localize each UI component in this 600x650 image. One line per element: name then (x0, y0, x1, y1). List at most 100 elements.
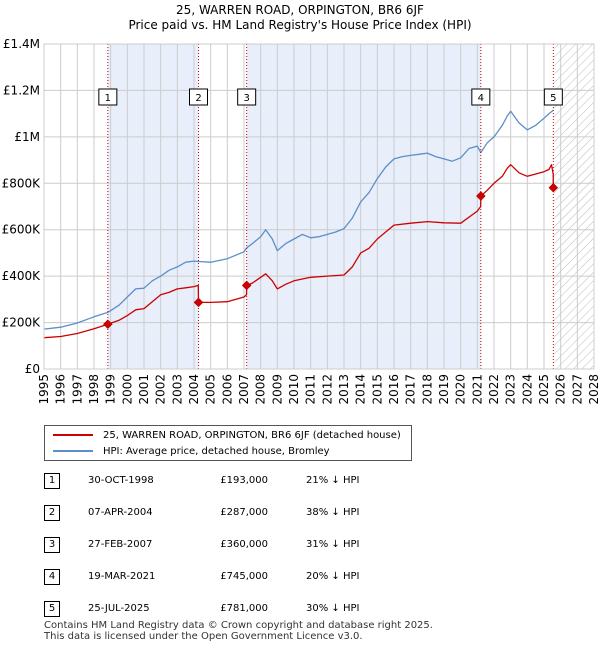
sale-marker-box (98, 88, 118, 106)
sale-marker-box (543, 88, 563, 106)
y-tick-label: £600K (2, 223, 42, 237)
sale-number-badge: 1 (44, 473, 60, 489)
footer-copyright: Contains HM Land Registry data © Crown c… (44, 620, 433, 631)
sale-row: 1 30-OCT-1998 £193,000 21% ↓ HPI (44, 472, 444, 490)
footer-note: Contains HM Land Registry data © Crown c… (44, 620, 433, 642)
price-chart: 1 2 3 4 5 £0 £200K £400K £600K £800K £1M £1.2M £1.4… (2, 37, 600, 405)
x-tick-label: 2009 (270, 374, 284, 405)
sale-marker-label: 3 (243, 93, 249, 104)
sale-number-badge: 3 (44, 537, 60, 553)
x-tick-label: 2004 (187, 374, 201, 405)
x-tick-label: 2023 (504, 374, 518, 405)
sale-point (241, 280, 252, 291)
x-tick-label: 2003 (170, 374, 184, 405)
sale-number-badge: 2 (44, 505, 60, 521)
sale-row: 2 07-APR-2004 £287,000 38% ↓ HPI (44, 504, 444, 522)
chart-title: 25, WARREN ROAD, ORPINGTON, BR6 6JF Pric… (0, 3, 600, 33)
sale-hpi-diff: 20% ↓ HPI (306, 571, 360, 582)
hpi-series-line (44, 109, 554, 330)
x-tick-label: 2025 (537, 374, 551, 405)
x-tick-label: 2028 (587, 374, 600, 405)
x-tick-label: 2011 (304, 374, 318, 405)
x-tick-label: 2019 (437, 374, 451, 405)
sale-marker-box (471, 88, 491, 106)
sale-date: 25-JUL-2025 (88, 603, 150, 614)
shaded-period (246, 44, 481, 369)
legend-item-hpi: HPI: Average price, detached house, Brom… (53, 444, 330, 460)
footer-licence: This data is licensed under the Open Gov… (44, 631, 363, 642)
sale-date: 07-APR-2004 (88, 507, 153, 518)
sale-point (193, 297, 204, 308)
sale-point (102, 319, 113, 330)
shaded-period (107, 44, 199, 369)
x-tick-label: 2013 (337, 374, 351, 405)
property-series-line (44, 164, 554, 339)
x-tick-label: 2016 (387, 374, 401, 405)
x-tick-label: 2001 (137, 374, 151, 405)
sale-price: £781,000 (220, 603, 268, 614)
legend: 25, WARREN ROAD, ORPINGTON, BR6 6JF (det… (44, 425, 412, 461)
sale-date: 19-MAR-2021 (88, 571, 156, 582)
y-tick-label: £1.4M (3, 37, 40, 51)
sale-row: 3 27-FEB-2007 £360,000 31% ↓ HPI (44, 536, 444, 554)
y-tick-label: £400K (2, 269, 42, 283)
sale-price: £287,000 (220, 507, 268, 518)
legend-label-hpi: HPI: Average price, detached house, Brom… (103, 446, 330, 457)
sale-number-badge: 5 (44, 601, 60, 617)
sale-row: 5 25-JUL-2025 £781,000 30% ↓ HPI (44, 600, 444, 618)
sale-hpi-diff: 38% ↓ HPI (306, 507, 360, 518)
sale-number-badge: 4 (44, 569, 60, 585)
x-tick-label: 2017 (404, 374, 418, 405)
sale-date: 27-FEB-2007 (88, 539, 153, 550)
legend-swatch-hpi (53, 450, 93, 452)
sale-hpi-diff: 30% ↓ HPI (306, 603, 360, 614)
legend-label-property: 25, WARREN ROAD, ORPINGTON, BR6 6JF (det… (103, 430, 401, 441)
x-tick-label: 1998 (87, 374, 101, 405)
sale-marker-label: 5 (550, 93, 556, 104)
x-tick-label: 2010 (287, 374, 301, 405)
sale-marker-label: 4 (478, 93, 484, 104)
y-tick-label: £0 (25, 362, 40, 376)
sale-point (475, 191, 486, 201)
sale-marker-label: 1 (105, 93, 111, 104)
x-tick-label: 2012 (320, 374, 334, 405)
x-tick-label: 2014 (354, 374, 368, 405)
x-tick-label: 2020 (454, 374, 468, 405)
sale-marker-box (189, 88, 208, 106)
legend-swatch-property (53, 434, 93, 436)
y-tick-label: £1.2M (3, 83, 40, 97)
sale-price: £193,000 (220, 475, 268, 486)
x-tick-label: 1995 (37, 374, 51, 405)
x-tick-label: 2024 (520, 374, 534, 405)
x-tick-label: 2026 (554, 374, 568, 405)
sale-marker-box (237, 88, 257, 106)
sale-point (548, 182, 559, 193)
x-tick-label: 2018 (420, 374, 434, 405)
x-tick-label: 2022 (487, 374, 501, 405)
x-tick-label: 1996 (54, 374, 68, 405)
y-tick-label: £800K (2, 176, 42, 190)
legend-item-property: 25, WARREN ROAD, ORPINGTON, BR6 6JF (det… (53, 428, 401, 444)
y-tick-label: £1M (14, 130, 40, 144)
title-line-2: Price paid vs. HM Land Registry's House … (128, 18, 472, 32)
x-tick-label: 2021 (470, 374, 484, 405)
sale-marker-label: 2 (195, 93, 201, 104)
title-line-1: 25, WARREN ROAD, ORPINGTON, BR6 6JF (176, 3, 424, 17)
x-tick-label: 1997 (70, 374, 84, 405)
x-tick-label: 1999 (104, 374, 118, 405)
x-tick-label: 2027 (570, 374, 584, 405)
x-tick-label: 2007 (237, 374, 251, 405)
sale-date: 30-OCT-1998 (88, 475, 154, 486)
sale-hpi-diff: 21% ↓ HPI (306, 475, 360, 486)
y-tick-label: £200K (2, 316, 42, 330)
x-tick-label: 2005 (204, 374, 218, 405)
x-tick-label: 2015 (370, 374, 384, 405)
x-tick-label: 2002 (154, 374, 168, 405)
sale-row: 4 19-MAR-2021 £745,000 20% ↓ HPI (44, 568, 444, 586)
sale-price: £360,000 (220, 539, 268, 550)
x-tick-label: 2000 (120, 374, 134, 405)
sale-price: £745,000 (220, 571, 268, 582)
x-tick-label: 2008 (254, 374, 268, 405)
sale-hpi-diff: 31% ↓ HPI (306, 539, 360, 550)
x-tick-label: 2006 (220, 374, 234, 405)
